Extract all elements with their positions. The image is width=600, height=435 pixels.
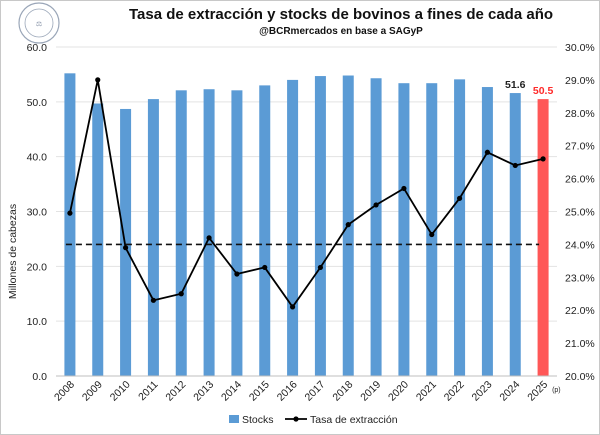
- x-tick-label: 2017: [303, 379, 328, 404]
- line-point-2016: [289, 304, 296, 310]
- y-tick-label: 0.0: [32, 371, 47, 383]
- bar-2024: [509, 93, 521, 376]
- x-tick-label: 2018: [330, 379, 355, 404]
- chart-title: Tasa de extracción y stocks de bovinos a…: [129, 6, 553, 23]
- line-point-2021: [429, 231, 435, 238]
- x-tick-label: 2022: [442, 379, 467, 404]
- y2-tick-label: 24.0%: [565, 239, 595, 251]
- x-tick-label: 2012: [163, 379, 188, 404]
- x-tick-label: 2009: [80, 379, 105, 404]
- y-axis-title: Millones de cabezas: [7, 204, 19, 299]
- x-tick-label: 2016: [275, 379, 300, 404]
- line-point-2024: [512, 162, 518, 169]
- line-point-2013: [206, 235, 212, 241]
- logo-seal: [18, 2, 60, 44]
- y-tick-label: 50.0: [27, 97, 48, 109]
- line-point-2019: [373, 202, 379, 208]
- y-tick-label: 30.0: [27, 207, 48, 219]
- y-tick-label: 40.0: [27, 152, 48, 164]
- y-tick-label: 20.0: [27, 261, 48, 273]
- bar-2014: [231, 90, 243, 377]
- line-point-2022: [456, 195, 463, 201]
- legend-swatch-stocks: [229, 415, 239, 423]
- y2-tick-label: 23.0%: [565, 272, 595, 284]
- x-tick-label: 2025: [525, 379, 550, 404]
- bar-2008: [64, 73, 76, 376]
- x-tick-label: 2024: [497, 379, 522, 404]
- legend-swatch-marker: [293, 416, 299, 422]
- line-point-2012: [178, 291, 184, 297]
- bar-2016: [287, 79, 299, 377]
- bar-2011: [147, 99, 159, 376]
- data-label-2024: 51.6: [505, 79, 526, 91]
- x-tick-label: 2015: [247, 379, 272, 404]
- x-tick-label: 2008: [52, 379, 77, 404]
- y2-tick-label: 25.0%: [565, 207, 595, 219]
- line-point-2020: [401, 185, 407, 192]
- x-tick-label: 2021: [414, 379, 439, 404]
- x-tick-label: 2014: [219, 379, 244, 404]
- data-label-2025: 50.5: [533, 85, 554, 97]
- x-tick-label: 2019: [358, 379, 383, 404]
- y2-tick-label: 26.0%: [565, 174, 595, 186]
- y-tick-label: 10.0: [27, 316, 48, 328]
- line-point-2014: [234, 271, 240, 277]
- y2-tick-label: 30.0%: [565, 42, 595, 54]
- logo-glyph: ⚖: [36, 20, 42, 28]
- line-point-2008: [67, 210, 73, 216]
- bar-2009: [92, 103, 104, 376]
- y2-tick-label: 29.0%: [565, 75, 595, 87]
- legend-label-tasa: Tasa de extracción: [310, 414, 398, 426]
- y-tick-label: 60.0: [27, 42, 48, 54]
- line-point-2015: [262, 264, 268, 271]
- line-point-2009: [95, 77, 101, 83]
- bar-2022: [454, 79, 466, 376]
- bar-2023: [481, 87, 493, 377]
- legend-label-stocks: Stocks: [242, 414, 274, 426]
- chart-subtitle: @BCRmercados en base a SAGyP: [259, 26, 423, 37]
- x-tick-label: 2010: [108, 379, 133, 404]
- x-tick-label: 2020: [386, 379, 411, 404]
- bar-2013: [203, 89, 215, 376]
- line-point-2018: [345, 222, 351, 228]
- line-point-2017: [317, 264, 324, 271]
- x-tick-label: 2011: [136, 379, 161, 404]
- y2-tick-label: 22.0%: [565, 305, 595, 317]
- line-point-2023: [484, 149, 491, 155]
- y2-tick-label: 21.0%: [565, 338, 595, 350]
- bar-2019: [370, 78, 382, 376]
- bar-2015: [259, 85, 271, 376]
- bar-2021: [426, 83, 438, 376]
- y2-tick-label: 27.0%: [565, 141, 595, 153]
- projection-marker: (p): [552, 387, 561, 394]
- y2-tick-label: 20.0%: [565, 371, 595, 383]
- y2-tick-label: 28.0%: [565, 108, 595, 120]
- bar-2012: [175, 90, 187, 377]
- x-tick-label: 2023: [470, 379, 495, 404]
- x-tick-label: 2013: [191, 379, 216, 404]
- logo-seal-inner: [24, 8, 54, 38]
- line-tasa-de-extraccion: [69, 79, 544, 309]
- line-point-2011: [150, 297, 157, 303]
- line-point-2010: [122, 245, 129, 251]
- bar-2017: [314, 76, 326, 376]
- bar-2025: [537, 99, 549, 376]
- line-point-2025: [540, 156, 546, 162]
- bar-2020: [398, 83, 410, 376]
